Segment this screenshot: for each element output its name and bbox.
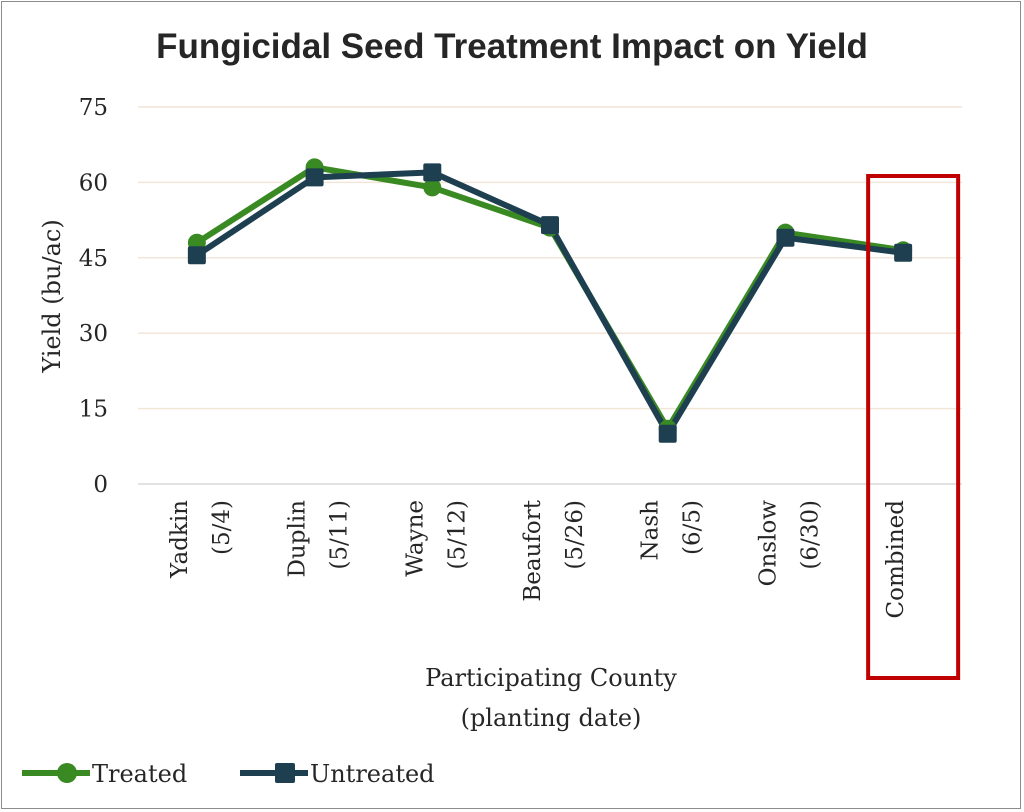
data-point-untreated [187, 246, 206, 265]
y-tick-label: 60 [79, 170, 108, 196]
series-line-treated [193, 164, 907, 432]
data-point-untreated [658, 424, 677, 443]
y-tick-label: 75 [79, 95, 108, 121]
x-axis-title-line2: (planting date) [461, 704, 642, 732]
legend-label-untreated: Untreated [310, 760, 435, 788]
legend-marker-treated [57, 763, 77, 783]
x-tick-label: Yadkin (5/4) [167, 500, 235, 579]
x-axis-title-line1: Participating County [425, 664, 677, 692]
data-point-untreated [305, 168, 324, 187]
x-tick-label: Beaufort (5/26) [520, 499, 588, 601]
data-point-untreated [541, 216, 559, 235]
y-tick-label: 45 [79, 246, 108, 272]
y-tick-label: 30 [79, 321, 108, 347]
y-axis-title: Yield (bu/ac) [38, 219, 66, 373]
chart-title: Fungicidal Seed Treatment Impact on Yiel… [156, 27, 868, 66]
y-tick-label: 0 [93, 472, 108, 498]
x-tick-labels: Yadkin (5/4) Duplin (5/11) Wayne (5/12) Beaufo… [167, 499, 909, 618]
data-point-untreated [776, 228, 795, 247]
data-point-treated [423, 178, 442, 197]
x-tick-label: Onslow (6/30) [755, 500, 823, 587]
x-tick-label: Duplin (5/11) [285, 500, 353, 578]
y-tick-labels: 0 15 30 45 60 75 [79, 95, 108, 498]
series-markers [187, 158, 913, 443]
x-tick-label: Combined [883, 500, 909, 619]
gridlines [138, 106, 962, 485]
data-point-untreated [894, 243, 913, 262]
highlight-box-group [866, 174, 961, 680]
series-line-untreated [193, 169, 907, 437]
highlight-box [866, 174, 961, 680]
x-tick-label: Nash (6/5) [638, 500, 706, 561]
legend-marker-untreated [275, 763, 295, 783]
y-tick-label: 15 [79, 397, 108, 423]
x-tick-label: Wayne (5/12) [402, 500, 470, 577]
legend-label-treated: Treated [92, 760, 187, 788]
legend: Treated Untreated [22, 760, 435, 788]
data-point-untreated [423, 163, 442, 182]
series-lines [193, 164, 907, 437]
